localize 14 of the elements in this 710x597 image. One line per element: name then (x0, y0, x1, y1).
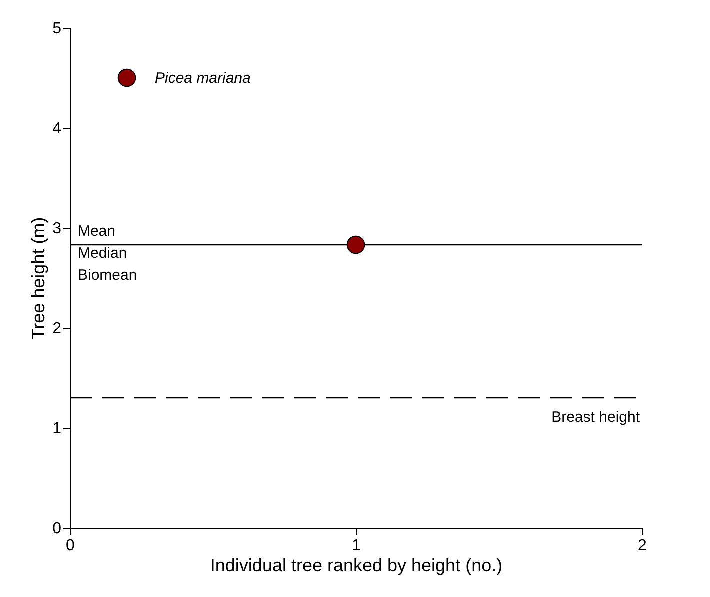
y-tick-label: 3 (52, 220, 62, 238)
x-tick-label: 1 (352, 538, 362, 554)
y-tick-label: 0 (52, 520, 62, 538)
ref-line-label: Mean Median Biomean (78, 223, 138, 284)
y-tick-label: 1 (52, 420, 62, 438)
y-axis-title: Tree height (m) (28, 217, 49, 340)
x-axis-title: Individual tree ranked by height (no.) (210, 556, 503, 576)
y-tick-label: 4 (52, 120, 62, 138)
legend-label: Picea mariana (155, 70, 251, 87)
y-tick-label: 2 (52, 320, 62, 338)
x-tick-label: 0 (66, 538, 76, 554)
ref-line-label: Breast height (552, 409, 641, 426)
y-tick-label: 5 (52, 20, 62, 38)
x-tick-label: 2 (638, 538, 648, 554)
